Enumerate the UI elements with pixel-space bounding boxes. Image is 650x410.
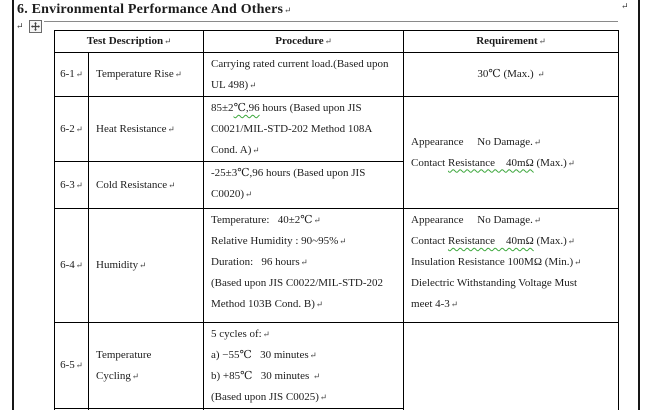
section-title[interactable]: 6. Environmental Performance And Others↵ xyxy=(17,2,291,18)
cell-6-6-description[interactable] xyxy=(87,408,205,410)
cell-6-1-description[interactable]: Temperature Rise↵ xyxy=(87,52,205,97)
page-boundary-left xyxy=(12,0,14,410)
cell-6-2-number[interactable]: 6-2↵ xyxy=(54,96,89,162)
cell-6-1-requirement[interactable]: 30℃ (Max.) ↵ xyxy=(403,52,620,97)
page-boundary-right xyxy=(638,0,640,410)
header-requirement[interactable]: Requirement↵ xyxy=(403,30,620,53)
cell-6-4-number[interactable]: 6-4↵ xyxy=(54,208,89,323)
cell-6-3-procedure[interactable]: -25±3℃,96 hours (Based upon JIS C0020)↵ xyxy=(203,161,405,209)
table-row: 6-3↵ Cold Resistance↵ -25±3℃,96 hours (B… xyxy=(54,161,619,209)
cell-6-5-description[interactable]: Temperature Cycling↵ xyxy=(87,322,205,409)
table-header-row: Test Description↵ Procedure↵ Requirement… xyxy=(54,30,620,53)
table-move-handle-icon[interactable] xyxy=(29,20,42,33)
table-row: 6-1↵ Temperature Rise↵ Carrying rated cu… xyxy=(54,52,620,97)
header-procedure[interactable]: Procedure↵ xyxy=(203,30,405,53)
cell-6-3-number[interactable]: 6-3↵ xyxy=(54,161,89,209)
cell-6-2-description[interactable]: Heat Resistance↵ xyxy=(87,96,205,162)
cell-6-5-procedure[interactable]: 5 cycles of:↵ a) −55℃ 30 minutes↵ b) +85℃ … xyxy=(203,322,405,409)
cell-6-3-description[interactable]: Cold Resistance↵ xyxy=(87,161,205,209)
cell-6-5-number[interactable]: 6-5↵ xyxy=(54,322,89,409)
four-way-arrow-icon xyxy=(31,22,40,31)
section-title-text: 6. Environmental Performance And Others xyxy=(17,2,284,17)
table-row: 6-5↵ Temperature Cycling↵ 5 cycles of:↵ a)… xyxy=(54,322,620,410)
cell-6-4-requirement[interactable]: Appearance No Damage.↵ Contact Resistance… xyxy=(403,208,620,323)
table-anchor-line xyxy=(44,21,618,22)
cell-6-4-description[interactable]: Humidity↵ xyxy=(87,208,205,323)
table-row: 6-4↵ Humidity↵ Temperature: 40±2℃↵ Relati… xyxy=(54,208,620,323)
cell-6-5-requirement[interactable] xyxy=(403,322,620,410)
cell-6-6-procedure[interactable] xyxy=(203,408,405,410)
header-test-description[interactable]: Test Description↵ xyxy=(54,30,205,53)
environmental-performance-table: Test Description↵ Procedure↵ Requirement… xyxy=(54,30,620,410)
paragraph-mark: ↵ xyxy=(621,1,629,11)
cell-6-1-number[interactable]: 6-1↵ xyxy=(54,52,89,97)
cell-6-4-procedure[interactable]: Temperature: 40±2℃↵ Relative Humidity : 9… xyxy=(203,208,405,323)
table-row-clipped xyxy=(54,408,619,410)
paragraph-mark: ↵ xyxy=(284,5,292,15)
spec-table-container: Test Description↵ Procedure↵ Requirement… xyxy=(54,30,626,410)
cell-6-2-procedure[interactable]: 85±2℃,96 hours (Based upon JIS C0021/MIL-… xyxy=(203,96,405,162)
table-row: 6-2↵ Heat Resistance↵ 85±2℃,96 hours (Ba… xyxy=(54,96,620,209)
cell-6-2-6-3-requirement[interactable]: Appearance No Damage.↵ Contact Resistance… xyxy=(403,96,620,209)
paragraph-mark: ↵ xyxy=(16,21,24,31)
cell-6-1-procedure[interactable]: Carrying rated current load.(Based upon U… xyxy=(203,52,405,97)
